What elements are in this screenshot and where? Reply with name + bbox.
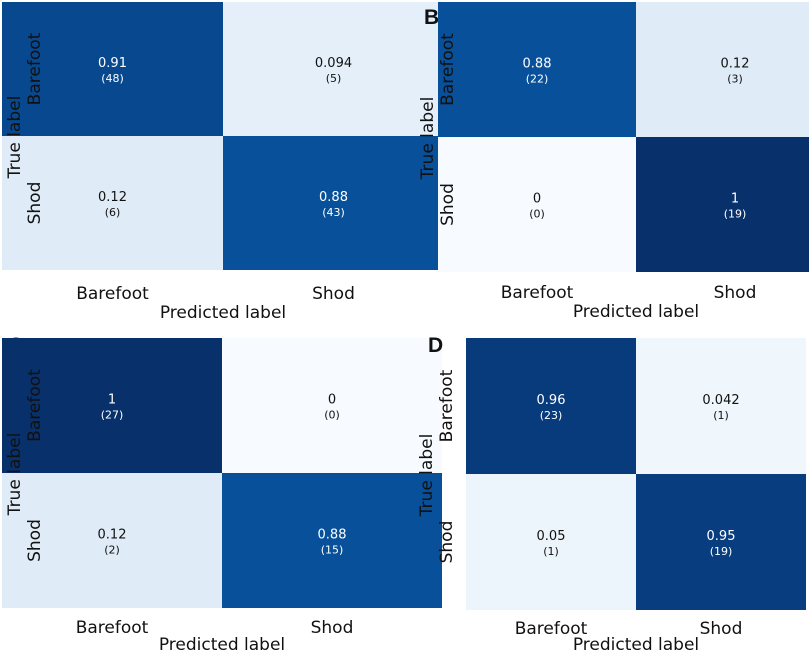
cell-count-label: (19) xyxy=(710,545,733,558)
cell-count-label: (3) xyxy=(727,73,743,86)
cell-value-label: 0.094 xyxy=(315,56,352,71)
matrix-cell xyxy=(223,2,444,136)
cell-value-label: 1 xyxy=(731,192,739,207)
matrix-cell xyxy=(222,338,442,473)
x-axis-title: Predicted label xyxy=(159,635,285,652)
x-tick-label: Barefoot xyxy=(501,283,574,303)
matrix-cell xyxy=(466,474,636,610)
matrix-cell xyxy=(636,137,809,272)
y-tick-label: Barefoot xyxy=(25,32,45,105)
cell-value-label: 0.12 xyxy=(721,57,750,72)
matrix-cell xyxy=(636,338,806,474)
x-axis-title: Predicted label xyxy=(573,302,699,322)
y-tick-label: Barefoot xyxy=(25,369,45,442)
panel-d: D0.96(23)0.042(1)0.05(1)0.95(19)Barefoot… xyxy=(417,334,806,652)
x-tick-label: Barefoot xyxy=(76,618,149,638)
panel-c: C1(27)0(0)0.12(2)0.88(15)BarefootShodBar… xyxy=(2,334,442,652)
cell-count-label: (48) xyxy=(101,72,124,85)
y-axis-title: True label xyxy=(5,433,25,517)
cell-count-label: (0) xyxy=(324,409,340,422)
panel-b: B 0.88(22) 0.12(3) 0(0) 1(19) Barefoot Shod Bar… xyxy=(418,2,809,322)
y-tick-label: Shod xyxy=(438,183,458,226)
panel-a: A0.91(48)0.094(5)0.12(6)0.88(43)Barefoot… xyxy=(2,2,444,323)
cell-count-label: (2) xyxy=(104,544,120,557)
panel-letter: B xyxy=(424,6,439,29)
cell-count-label: (6) xyxy=(105,206,121,219)
x-tick-label: Shod xyxy=(714,283,757,303)
cell-value-label: 1 xyxy=(108,393,116,408)
matrix-cell xyxy=(222,473,442,608)
x-tick-label: Shod xyxy=(700,619,743,639)
matrix-cell xyxy=(2,473,222,608)
cell-count-label: (0) xyxy=(529,208,545,221)
cell-value-label: 0.88 xyxy=(319,190,348,205)
cell-value-label: 0 xyxy=(533,192,541,207)
cell-count-label: (15) xyxy=(321,544,344,557)
matrix-cell xyxy=(2,338,222,473)
y-tick-label: Shod xyxy=(25,182,45,225)
matrix-cell xyxy=(2,2,223,136)
y-axis-title: True label xyxy=(417,434,437,518)
cell-count-label: (1) xyxy=(543,545,559,558)
x-axis-title: Predicted label xyxy=(160,303,286,323)
matrix-cell xyxy=(636,474,806,610)
x-tick-label: Shod xyxy=(312,284,355,304)
x-axis-title: Predicted label xyxy=(573,635,699,652)
cell-value-label: 0.12 xyxy=(98,190,127,205)
cell-value-label: 0.05 xyxy=(537,529,566,544)
x-tick-label: Shod xyxy=(311,618,354,638)
matrix-cell xyxy=(2,136,223,270)
matrix-cell xyxy=(466,338,636,474)
cell-value-label: 0 xyxy=(328,393,336,408)
y-tick-label: Barefoot xyxy=(438,33,458,106)
cell-count-label: (22) xyxy=(526,73,549,86)
matrix-cell xyxy=(438,137,636,272)
panel-letter: D xyxy=(428,334,443,357)
cell-value-label: 0.88 xyxy=(318,528,347,543)
cell-count-label: (43) xyxy=(322,206,345,219)
x-tick-label: Barefoot xyxy=(515,619,588,639)
cell-count-label: (23) xyxy=(540,409,563,422)
y-tick-label: Barefoot xyxy=(437,369,457,442)
matrix-cell xyxy=(438,2,636,137)
cell-value-label: 0.96 xyxy=(537,393,566,408)
y-tick-label: Shod xyxy=(437,521,457,564)
x-tick-label: Barefoot xyxy=(76,284,149,304)
cell-value-label: 0.88 xyxy=(523,57,552,72)
cell-count-label: (1) xyxy=(713,409,729,422)
y-tick-label: Shod xyxy=(25,519,45,562)
cell-count-label: (19) xyxy=(724,208,747,221)
y-axis-title: True label xyxy=(418,97,438,181)
cell-value-label: 0.95 xyxy=(707,529,736,544)
matrix-cell xyxy=(636,2,809,137)
cell-value-label: 0.12 xyxy=(98,528,127,543)
cell-count-label: (27) xyxy=(101,409,124,422)
cell-value-label: 0.042 xyxy=(702,393,739,408)
y-axis-title: True label xyxy=(5,96,25,180)
cell-count-label: (5) xyxy=(326,72,342,85)
cell-value-label: 0.91 xyxy=(98,56,127,71)
matrix-cell xyxy=(223,136,444,270)
